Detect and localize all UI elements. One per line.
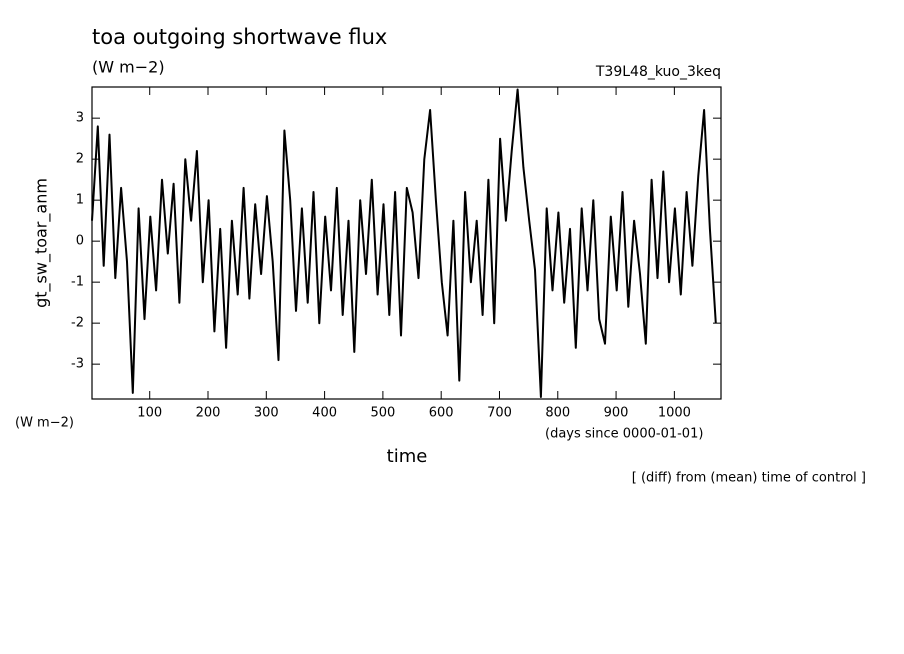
plot-frame bbox=[91, 86, 722, 400]
x-tick-label: 200 bbox=[196, 406, 221, 421]
chart-title: toa outgoing shortwave flux bbox=[92, 25, 387, 49]
y-tick-label: 1 bbox=[76, 193, 84, 208]
y-tick-label: -1 bbox=[71, 275, 84, 290]
x-tick-label: 500 bbox=[370, 406, 395, 421]
y-unit-label: (W m−2) bbox=[15, 416, 74, 431]
x-tick-label: 300 bbox=[254, 406, 279, 421]
x-tick-label: 1000 bbox=[658, 406, 691, 421]
y-tick-label: 2 bbox=[76, 152, 84, 167]
y-axis-label: gt_sw_toar_anm bbox=[32, 178, 52, 308]
y-tick-label: 0 bbox=[76, 234, 84, 249]
x-axis-label: time bbox=[387, 446, 428, 467]
x-tick-label: 800 bbox=[545, 406, 570, 421]
data-line bbox=[91, 88, 717, 398]
y-tick-label: -3 bbox=[71, 357, 84, 372]
footnote: [ (diff) from (mean) time of control ] bbox=[632, 471, 866, 486]
x-tick-label: 900 bbox=[604, 406, 629, 421]
y-tick-label: 3 bbox=[76, 111, 84, 126]
x-tick-label: 100 bbox=[137, 406, 162, 421]
x-tick-label: 400 bbox=[312, 406, 337, 421]
x-unit-label: (days since 0000-01-01) bbox=[545, 427, 703, 442]
annotation: T39L48_kuo_3keq bbox=[595, 64, 721, 80]
x-tick-label: 600 bbox=[429, 406, 454, 421]
x-tick-label: 700 bbox=[487, 406, 512, 421]
y-tick-label: -2 bbox=[71, 316, 84, 331]
subtitle: (W m−2) bbox=[92, 58, 165, 77]
